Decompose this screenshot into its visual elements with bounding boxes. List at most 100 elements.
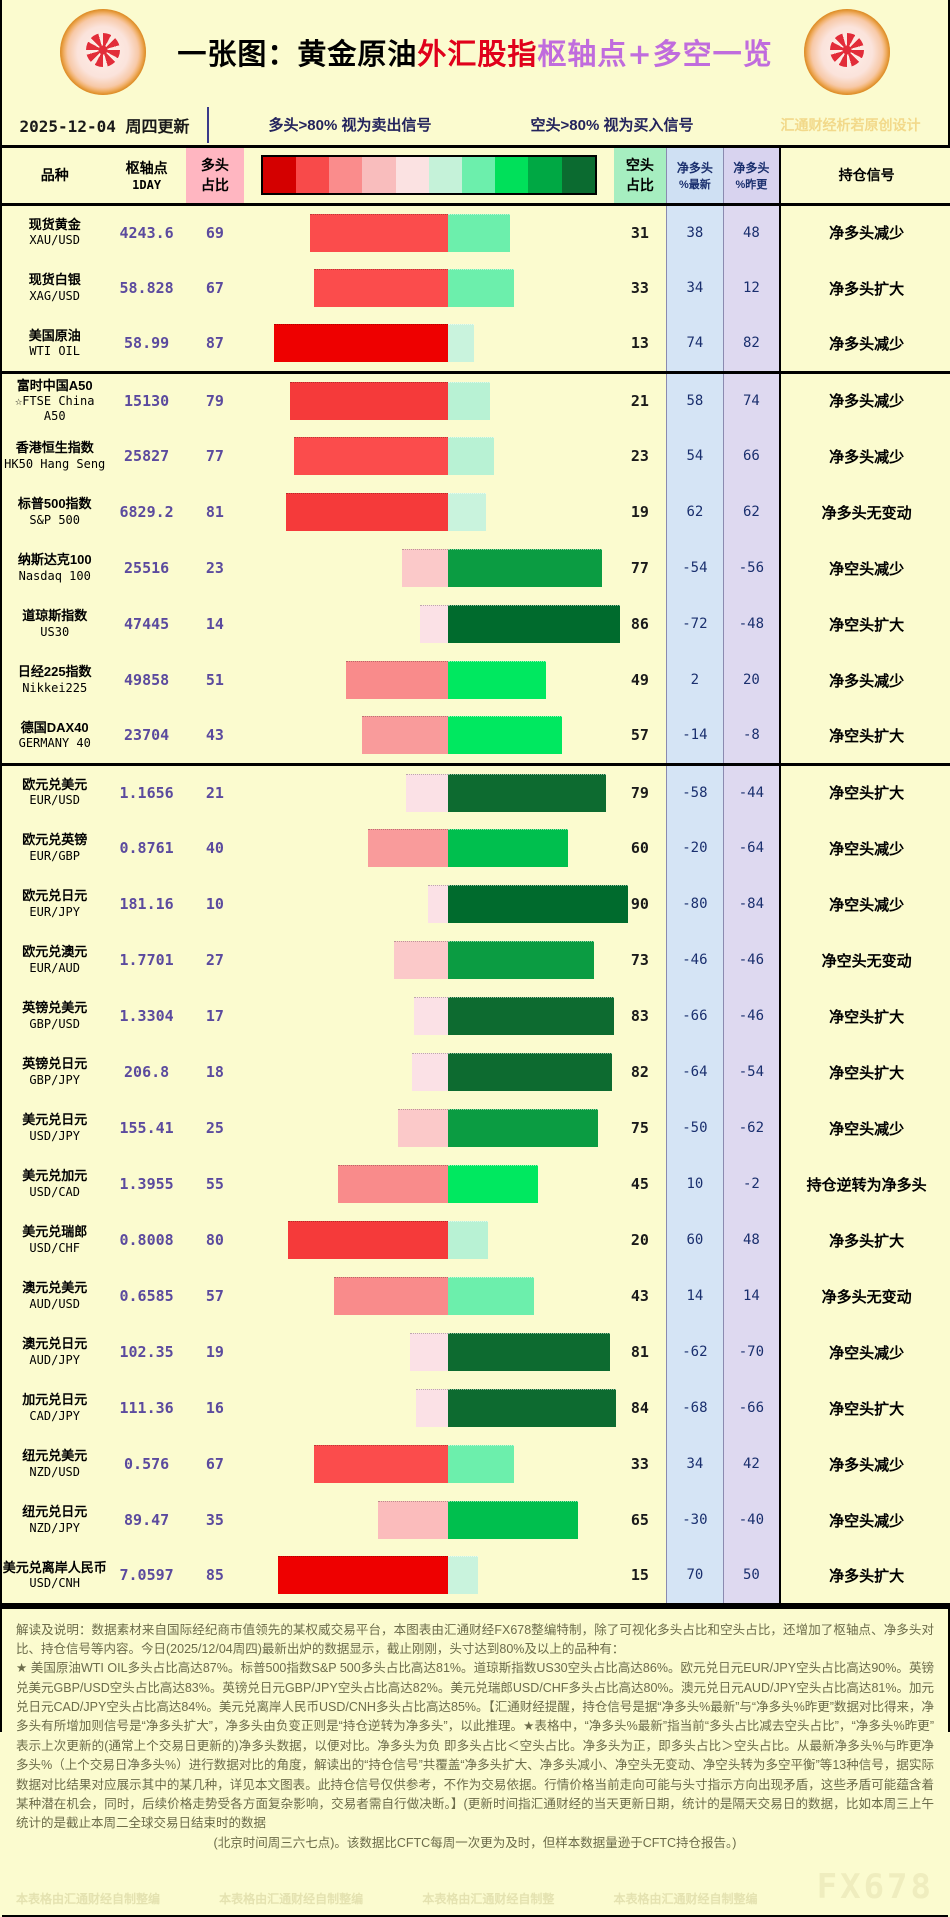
header-pivot: 枢轴点 1DAY xyxy=(107,148,186,206)
bar-long-segment xyxy=(288,1221,448,1259)
cell-short-pct: 15 xyxy=(613,1548,667,1606)
table-row: 欧元兑澳元 EUR/AUD 1.7701 27 73 -46 -46 净空头无变动 xyxy=(2,932,950,988)
cell-net-new: -58 xyxy=(666,762,723,820)
instrument-name-cn: 美国原油 xyxy=(28,327,81,343)
cell-signal: 净空头减少 xyxy=(779,876,950,932)
cell-short-pct: 79 xyxy=(613,762,667,820)
long-short-bar xyxy=(244,661,614,699)
note-long: 多头>80% 视为卖出信号 xyxy=(268,117,432,134)
cell-long-pct: 81 xyxy=(185,484,244,540)
bar-long-segment xyxy=(410,1333,448,1371)
cell-short-pct: 82 xyxy=(613,1044,667,1100)
cell-long-pct: 80 xyxy=(185,1212,244,1268)
cell-long-pct: 85 xyxy=(185,1548,244,1606)
cell-signal: 净多头减少 xyxy=(779,204,950,260)
instrument-name-cn: 现货白银 xyxy=(28,272,81,288)
table-row: 美元兑离岸人民币 USD/CNH 7.0597 85 15 70 50 净多头扩大 xyxy=(2,1548,950,1606)
cell-pivot: 23704 xyxy=(107,708,186,764)
bar-short-segment xyxy=(448,605,620,643)
instrument-name-en: Nasdaq 100 xyxy=(18,568,91,583)
cell-net-new: -72 xyxy=(666,596,723,652)
page-title: 一张图：黄金原油外汇股指枢轴点+多空一览 xyxy=(177,31,772,73)
long-short-bar xyxy=(244,1556,614,1595)
cell-net-old: -48 xyxy=(722,596,781,652)
info-bar: 2025-12-04 周四更新 多头>80% 视为卖出信号 空头>80% 视为买… xyxy=(2,104,948,148)
instrument-name-cn: 纽元兑美元 xyxy=(22,1448,88,1464)
cell-bar xyxy=(244,876,628,932)
bar-short-segment xyxy=(448,1445,514,1483)
table-row: 美元兑瑞郎 USD/CHF 0.8008 80 20 60 48 净多头扩大 xyxy=(2,1212,950,1268)
bar-short-segment xyxy=(448,324,474,363)
cell-net-new: 58 xyxy=(666,370,723,428)
table-row: 澳元兑日元 AUD/JPY 102.35 19 81 -62 -70 净空头减少 xyxy=(2,1324,950,1380)
long-short-bar xyxy=(244,213,614,252)
bar-short-segment xyxy=(448,269,514,307)
cell-long-pct: 77 xyxy=(185,428,244,484)
bar-long-segment xyxy=(338,1165,448,1203)
long-short-bar xyxy=(244,1221,614,1259)
cell-net-old: -64 xyxy=(722,820,781,876)
cell-long-pct: 16 xyxy=(185,1380,244,1436)
instrument-name-cn: 现货黄金 xyxy=(28,217,81,233)
instrument-name-cn: 富时中国A50 xyxy=(16,377,93,393)
cell-net-new: -54 xyxy=(666,540,723,596)
cell-net-new: -46 xyxy=(666,932,723,988)
bar-short-segment xyxy=(448,997,614,1035)
cell-pivot: 1.3955 xyxy=(107,1156,186,1212)
cell-signal: 净空头减少 xyxy=(779,540,950,596)
bar-long-segment xyxy=(406,773,448,812)
cell-pivot: 47445 xyxy=(107,596,186,652)
cell-net-new: 62 xyxy=(666,484,723,540)
bar-long-segment xyxy=(398,1109,448,1147)
cell-short-pct: 86 xyxy=(613,596,667,652)
instrument-name-en: HK50 Hang Seng xyxy=(4,456,106,471)
cell-net-new: -62 xyxy=(666,1324,723,1380)
instrument-name-cn: 美元兑离岸人民币 xyxy=(2,1559,107,1575)
scale-swatch-4 xyxy=(395,157,429,194)
instrument-name-cn: 欧元兑美元 xyxy=(22,777,88,793)
cell-long-pct: 18 xyxy=(185,1044,244,1100)
bar-short-segment xyxy=(448,1556,478,1595)
instrument-name-en: XAU/USD xyxy=(29,233,80,248)
bar-short-segment xyxy=(448,493,486,531)
instrument-name-cn: 美元兑加元 xyxy=(22,1168,88,1184)
bar-long-segment xyxy=(314,1445,448,1483)
cell-net-new: 54 xyxy=(666,428,723,484)
cell-bar xyxy=(244,1548,614,1606)
cell-short-pct: 19 xyxy=(613,484,667,540)
cell-instrument: 澳元兑美元 AUD/USD xyxy=(2,1268,108,1324)
table-row: 美国原油 WTI OIL 58.99 87 13 74 82 净多头减少 xyxy=(2,316,950,372)
watermark-1: 本表格由汇通财经自制整编 xyxy=(16,1892,161,1906)
cell-pivot: 102.35 xyxy=(107,1324,186,1380)
note-short: 空头>80% 视为买入信号 xyxy=(530,117,694,134)
bar-short-segment xyxy=(448,941,594,979)
cell-pivot: 25516 xyxy=(107,540,186,596)
cell-net-new: 14 xyxy=(666,1268,723,1324)
title-part-2: 外汇股指 xyxy=(417,37,538,71)
cell-short-pct: 23 xyxy=(613,428,667,484)
cell-net-new: 74 xyxy=(666,316,723,372)
bar-long-segment xyxy=(290,381,448,420)
table-row: 德国DAX40 GERMANY 40 23704 43 57 -14 -8 净空头扩大 xyxy=(2,708,950,764)
cell-long-pct: 21 xyxy=(185,762,244,820)
bar-long-segment xyxy=(274,324,448,363)
instrument-name-en: WTI OIL xyxy=(29,343,80,358)
scale-swatch-9 xyxy=(561,157,595,194)
cell-bar xyxy=(244,1268,614,1324)
table-row: 美元兑日元 USD/JPY 155.41 25 75 -50 -62 净空头减少 xyxy=(2,1100,950,1156)
cell-bar xyxy=(244,1044,614,1100)
cell-net-new: 2 xyxy=(666,652,723,708)
cell-net-old: -54 xyxy=(722,1044,781,1100)
watermark-3: 本表格由汇通财经自制整 xyxy=(422,1892,555,1906)
long-short-bar xyxy=(244,1389,616,1427)
bar-short-segment xyxy=(448,773,606,812)
bar-long-segment xyxy=(294,437,448,475)
cell-instrument: 美元兑日元 USD/JPY xyxy=(2,1100,108,1156)
cell-pivot: 1.7701 xyxy=(107,932,186,988)
cell-short-pct: 49 xyxy=(613,652,667,708)
bar-short-segment xyxy=(448,1501,578,1539)
instrument-name-cn: 纽元兑日元 xyxy=(22,1504,88,1520)
long-short-bar xyxy=(244,324,614,363)
instrument-name-en: S&P 500 xyxy=(29,512,80,527)
bar-short-segment xyxy=(448,1277,534,1315)
